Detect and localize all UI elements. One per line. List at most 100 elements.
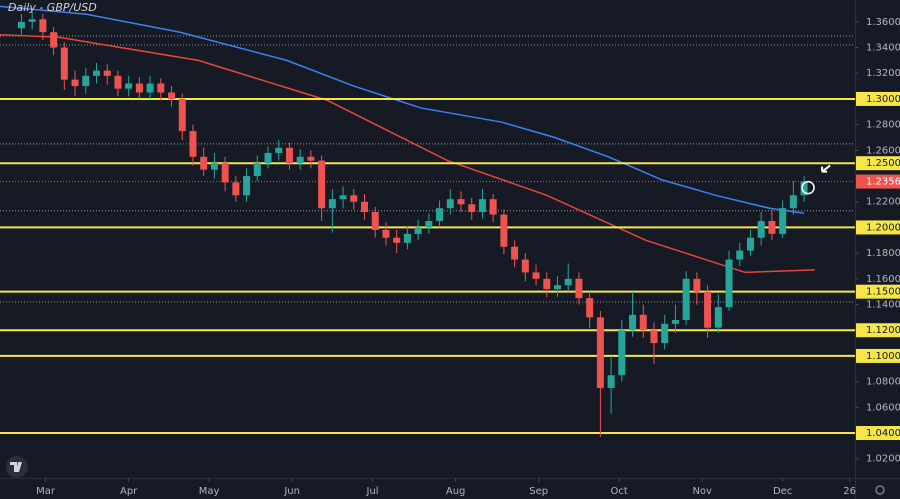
candle-body (339, 195, 347, 200)
level-label-bg (856, 323, 900, 338)
last-price-bg (856, 174, 900, 189)
candle-body (457, 199, 465, 205)
candle-body (28, 19, 36, 22)
x-tick-label: Mar (36, 486, 56, 497)
candle-body (629, 314, 637, 331)
candle-body (500, 214, 508, 247)
candle-body (39, 19, 47, 33)
x-tick-label: Dec (773, 486, 792, 497)
candle-body (157, 83, 165, 93)
candle-body (489, 199, 497, 215)
candle-body (403, 233, 411, 243)
candle-body (168, 92, 176, 99)
level-label-bg (856, 284, 900, 299)
tv-logo (6, 456, 28, 478)
level-label: 1.20000 (866, 222, 900, 233)
candle-body (71, 79, 79, 87)
candle-body (564, 278, 572, 286)
candle-body (82, 75, 90, 87)
candle-body (618, 330, 626, 376)
level-label: 1.30000 (866, 94, 900, 105)
y-tick-label: 1.22000 (866, 197, 900, 208)
y-tick-label: 1.16000 (866, 274, 900, 285)
x-tick-label: May (199, 486, 220, 497)
candle-body (232, 182, 240, 196)
y-tick-label: 1.08000 (866, 377, 900, 388)
x-tick-label: Aug (446, 486, 466, 497)
candle-body (253, 163, 261, 177)
candle-body (596, 317, 604, 389)
candle-body (779, 208, 787, 234)
level-label-bg (856, 91, 900, 106)
level-label: 1.12000 (866, 325, 900, 336)
candle-body (318, 160, 326, 209)
y-tick-label: 1.34000 (866, 43, 900, 54)
candle-body (210, 163, 218, 170)
candle-body (103, 70, 111, 76)
candle-body (746, 237, 754, 251)
candle-body (478, 199, 486, 213)
x-tick-label: Apr (120, 486, 138, 497)
candle-body (60, 47, 68, 80)
candle-body (135, 83, 143, 93)
candle-body (575, 278, 583, 299)
candle-body (521, 259, 529, 273)
candle-body (50, 32, 58, 48)
candle-body (243, 176, 251, 196)
candle-body (511, 246, 519, 260)
candle-body (285, 147, 293, 164)
candle-body (328, 199, 336, 209)
candle-body (543, 278, 551, 290)
plot-area (0, 5, 855, 437)
x-tick-label: Sep (529, 486, 548, 497)
chart-title: Daily - GBP/USD (8, 1, 97, 14)
candle-body (146, 83, 154, 93)
candle-body (704, 291, 712, 328)
candle-body (361, 201, 369, 213)
y-tick-label: 1.26000 (866, 145, 900, 156)
level-label-bg (856, 156, 900, 171)
candle-body (639, 314, 647, 331)
candle-body (532, 272, 540, 279)
candle-body (586, 298, 594, 318)
candle-body (189, 131, 197, 157)
candle-body (607, 375, 615, 389)
candle-body (17, 21, 25, 29)
candle-body (371, 212, 379, 231)
candle-body (275, 147, 283, 153)
level-label: 1.04000 (866, 428, 900, 439)
x-tick-label: Oct (610, 486, 627, 497)
level-label: 1.25000 (866, 158, 900, 169)
candle-body (650, 330, 658, 344)
candle-body (800, 181, 808, 196)
candle-body (382, 230, 390, 238)
candle-body (661, 323, 669, 344)
candle-body (553, 285, 561, 290)
candle-body (671, 319, 679, 324)
level-label-bg (856, 348, 900, 363)
candle-body (114, 75, 122, 89)
x-tick-label: Jun (283, 486, 300, 497)
candle-body (714, 307, 722, 328)
last-price-label: 1.23567 (866, 177, 900, 188)
y-tick-label: 1.18000 (866, 248, 900, 259)
y-tick-label: 1.02000 (866, 454, 900, 465)
candle-body (414, 227, 422, 234)
candle-body (221, 163, 229, 183)
candle-body (125, 83, 133, 89)
moving-average (0, 33, 815, 274)
y-tick-label: 1.36000 (866, 17, 900, 28)
y-tick-label: 1.32000 (866, 68, 900, 79)
moving-average (0, 5, 805, 215)
candle-body (264, 152, 272, 164)
candle-body (789, 195, 797, 209)
candle-body (725, 259, 733, 308)
candle-body (178, 98, 186, 132)
level-label-bg (856, 426, 900, 441)
candle-body (200, 156, 208, 170)
y-tick-label: 1.28000 (866, 120, 900, 131)
settings-icon[interactable] (875, 485, 885, 495)
candle-body (425, 221, 433, 228)
x-tick-label: 26 (843, 486, 856, 497)
